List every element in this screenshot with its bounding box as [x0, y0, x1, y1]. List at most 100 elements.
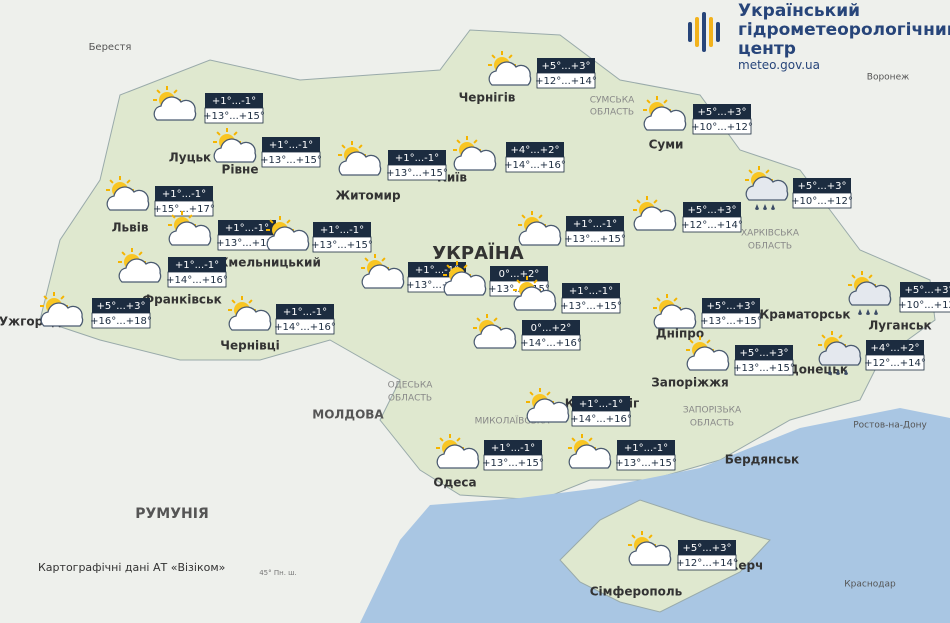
- day-temp: +13°...+15°: [260, 155, 322, 166]
- sun-ray: [233, 131, 238, 136]
- place-label: ЗАПОРІЗЬКА: [683, 406, 742, 416]
- box-day: [616, 454, 676, 471]
- place-label: ОБЛАСТЬ: [748, 242, 792, 252]
- forecast: +1°...-1° +13°...+15°: [518, 211, 626, 247]
- box-day: [154, 200, 214, 217]
- sun-ray: [851, 274, 856, 279]
- forecast: 0°...+2° +14°...+16°: [473, 314, 582, 351]
- place-label: Ростов-на-Дону: [853, 421, 927, 431]
- place-label: Чернігів: [459, 91, 516, 105]
- box-night: [537, 58, 595, 73]
- forecast: +4°...+2° +14°...+16°: [453, 136, 566, 173]
- box-day: [91, 312, 151, 329]
- day-temp: +13°...+15°: [406, 280, 468, 291]
- forecast: +5°...+3° +16°...+18°: [40, 292, 152, 329]
- sun-ray: [653, 199, 658, 204]
- place-label: Донецьк: [788, 363, 848, 377]
- place-label: Львів: [112, 221, 149, 235]
- forecast: +4°...+2° +12°...+14°: [818, 331, 926, 375]
- cloud: [40, 302, 84, 327]
- night-temp: +1°...-1°: [569, 286, 613, 297]
- night-temp: +1°...-1°: [175, 260, 219, 271]
- org-url: meteo.gov.ua: [738, 58, 821, 72]
- rain-drop: [874, 309, 878, 315]
- sun-ray: [121, 251, 126, 256]
- box-night: [388, 150, 446, 165]
- day-temp: +13°...+15°: [386, 168, 448, 179]
- box-day: [677, 554, 737, 571]
- box-day: [899, 296, 950, 313]
- place-label: ХАРКІВСЬКА: [741, 229, 800, 239]
- box-night: [522, 320, 580, 335]
- night-temp: +1°...-1°: [573, 219, 617, 230]
- box-day: [505, 156, 565, 173]
- sun-ray: [456, 139, 461, 144]
- rain-drop: [828, 369, 832, 375]
- box-night: [276, 304, 334, 319]
- sun-ray: [456, 437, 461, 442]
- sun-ray: [538, 214, 543, 219]
- sun-ray: [656, 297, 661, 302]
- forecast: +1°...-1° +13°...+15°: [153, 86, 265, 124]
- night-temp: +5°...+3°: [96, 301, 145, 312]
- day-temp: +13°...+15°: [311, 240, 373, 251]
- cloud: [153, 96, 197, 121]
- sun-ray: [636, 199, 641, 204]
- place-label: РУМУНІЯ: [135, 506, 209, 522]
- day-temp: +14°...+16°: [504, 160, 566, 171]
- place-label: Луганськ: [868, 319, 931, 333]
- box-day: [167, 271, 227, 288]
- night-temp: +1°...-1°: [415, 265, 459, 276]
- night-temp: 0°...+2°: [531, 323, 572, 334]
- cloud: [628, 541, 672, 566]
- forecast: +1°...-1° +13°...+15°: [213, 128, 322, 168]
- cloud: [106, 186, 150, 211]
- place-label: Житомир: [335, 189, 401, 203]
- box-night: [155, 186, 213, 201]
- box-night: [262, 137, 320, 152]
- box-day: [571, 410, 631, 427]
- sun-ray: [446, 264, 451, 269]
- sun-ray: [358, 144, 363, 149]
- cloud: [168, 221, 212, 246]
- sun-ray: [588, 437, 593, 442]
- forecast: +1°...-1° +13°...+15°: [168, 211, 278, 251]
- forecast: +1°...-1° +15°...+17°: [106, 176, 215, 217]
- box-day: [734, 359, 794, 376]
- box-day: [565, 230, 625, 247]
- night-temp: +5°...+3°: [797, 181, 846, 192]
- sun-ray: [821, 334, 826, 339]
- sun-ray: [765, 169, 770, 174]
- place-label: УКРАЇНА: [432, 242, 523, 264]
- box-night: [313, 222, 371, 237]
- rain-drop: [836, 369, 840, 375]
- night-temp: +4°...+2°: [870, 343, 919, 354]
- cloud: [228, 306, 272, 331]
- cloud: [266, 226, 310, 251]
- forecast: +5°...+3° +12°...+14°: [628, 531, 738, 571]
- sun-ray: [473, 139, 478, 144]
- forecast: +5°...+3° +10°...+12°: [643, 96, 753, 135]
- sun-ray: [439, 437, 444, 442]
- place-label: Бердянськ: [725, 453, 799, 467]
- box-night: [218, 220, 276, 235]
- sun-ray: [463, 264, 468, 269]
- place-label: Дніпро: [656, 327, 704, 341]
- sun-ray: [248, 299, 253, 304]
- box-night: [617, 440, 675, 455]
- sun-ray: [516, 279, 521, 284]
- sun-ray: [508, 54, 513, 59]
- forecast: +5°...+3° +12°...+14°: [633, 196, 743, 233]
- night-temp: +1°...-1°: [269, 140, 313, 151]
- place-label: СУМСЬКА: [590, 96, 635, 106]
- sun-ray: [171, 214, 176, 219]
- day-temp: +12°...+14°: [535, 76, 597, 87]
- place-label: Хмельницький: [219, 256, 321, 270]
- sun-ray: [838, 334, 843, 339]
- map-credit: Картографічні дані АТ «Візіком»: [38, 561, 225, 574]
- place-label: МИКОЛАЇВСЬКА: [475, 416, 551, 427]
- logo-bar: [716, 22, 720, 42]
- night-temp: +1°...-1°: [162, 189, 206, 200]
- sun-ray: [868, 274, 873, 279]
- logo-bar: [702, 12, 706, 52]
